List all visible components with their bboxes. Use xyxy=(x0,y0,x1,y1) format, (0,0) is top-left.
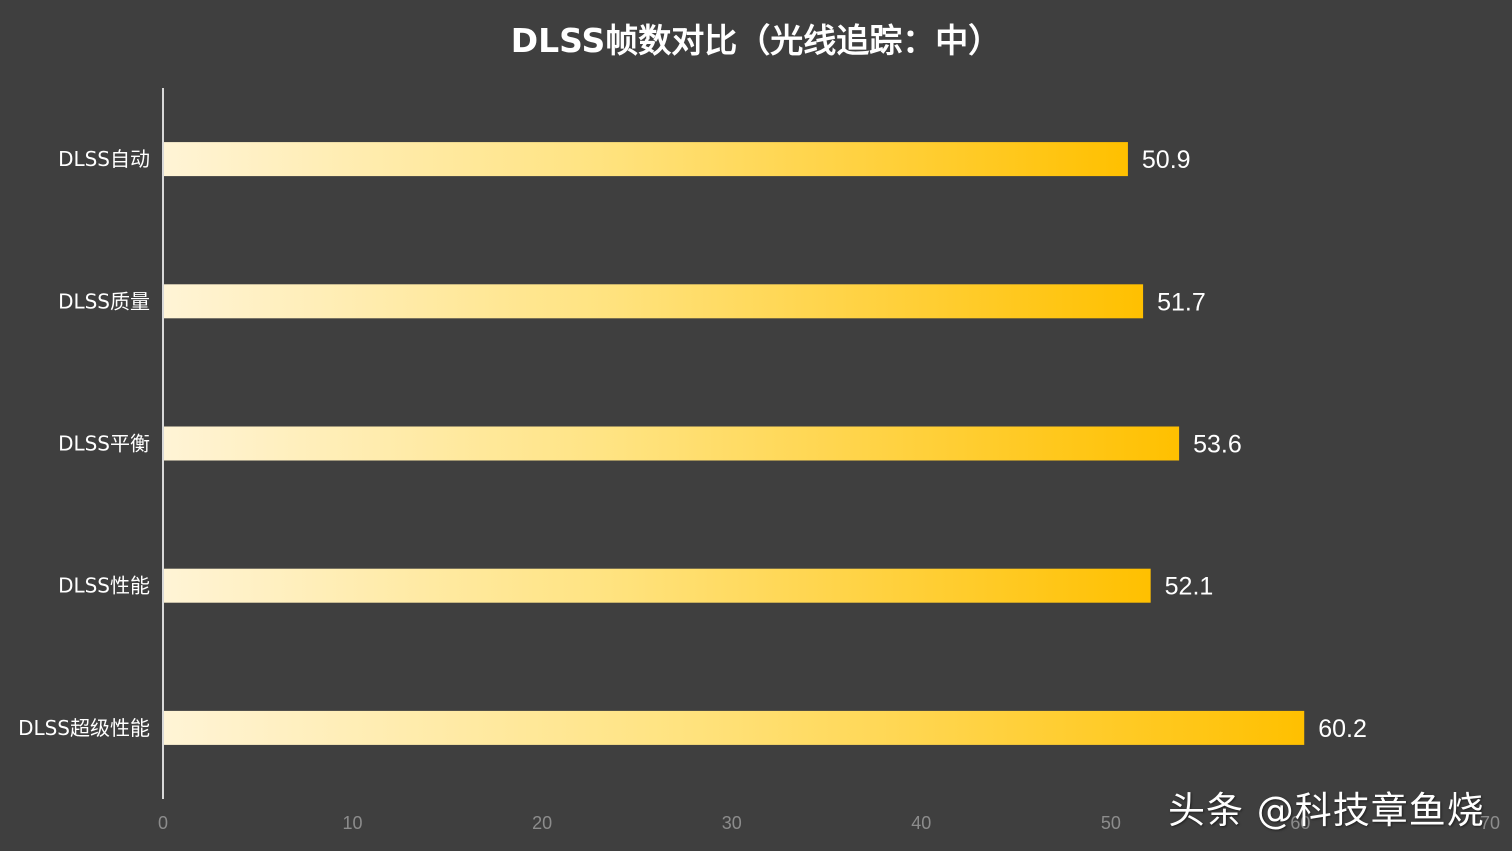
bar xyxy=(164,426,1180,461)
category-label: DLSS性能 xyxy=(58,574,150,598)
chart-title: DLSS帧数对比（光线追踪：中） xyxy=(510,21,1002,60)
data-label: 60.2 xyxy=(1318,715,1367,743)
x-tick-label: 70 xyxy=(1480,813,1500,833)
data-label: 51.7 xyxy=(1157,288,1206,316)
category-label: DLSS自动 xyxy=(58,147,150,171)
x-tick-label: 40 xyxy=(911,813,931,833)
x-tick-label: 30 xyxy=(722,813,742,833)
x-tick-label: 20 xyxy=(532,813,552,833)
bar xyxy=(164,568,1151,603)
bar xyxy=(164,142,1128,177)
category-label: DLSS超级性能 xyxy=(18,716,150,740)
category-label: DLSS平衡 xyxy=(58,432,150,456)
category-label: DLSS质量 xyxy=(58,289,150,313)
bar xyxy=(164,710,1305,745)
data-label: 50.9 xyxy=(1142,146,1191,174)
x-tick-label: 60 xyxy=(1290,813,1310,833)
x-tick-label: 0 xyxy=(158,813,168,833)
data-label: 52.1 xyxy=(1165,573,1214,601)
data-label: 53.6 xyxy=(1193,431,1242,459)
bar xyxy=(164,284,1144,319)
x-tick-label: 10 xyxy=(343,813,363,833)
watermark: 头条 @科技章鱼烧 xyxy=(1168,789,1485,832)
x-tick-label: 50 xyxy=(1101,813,1121,833)
